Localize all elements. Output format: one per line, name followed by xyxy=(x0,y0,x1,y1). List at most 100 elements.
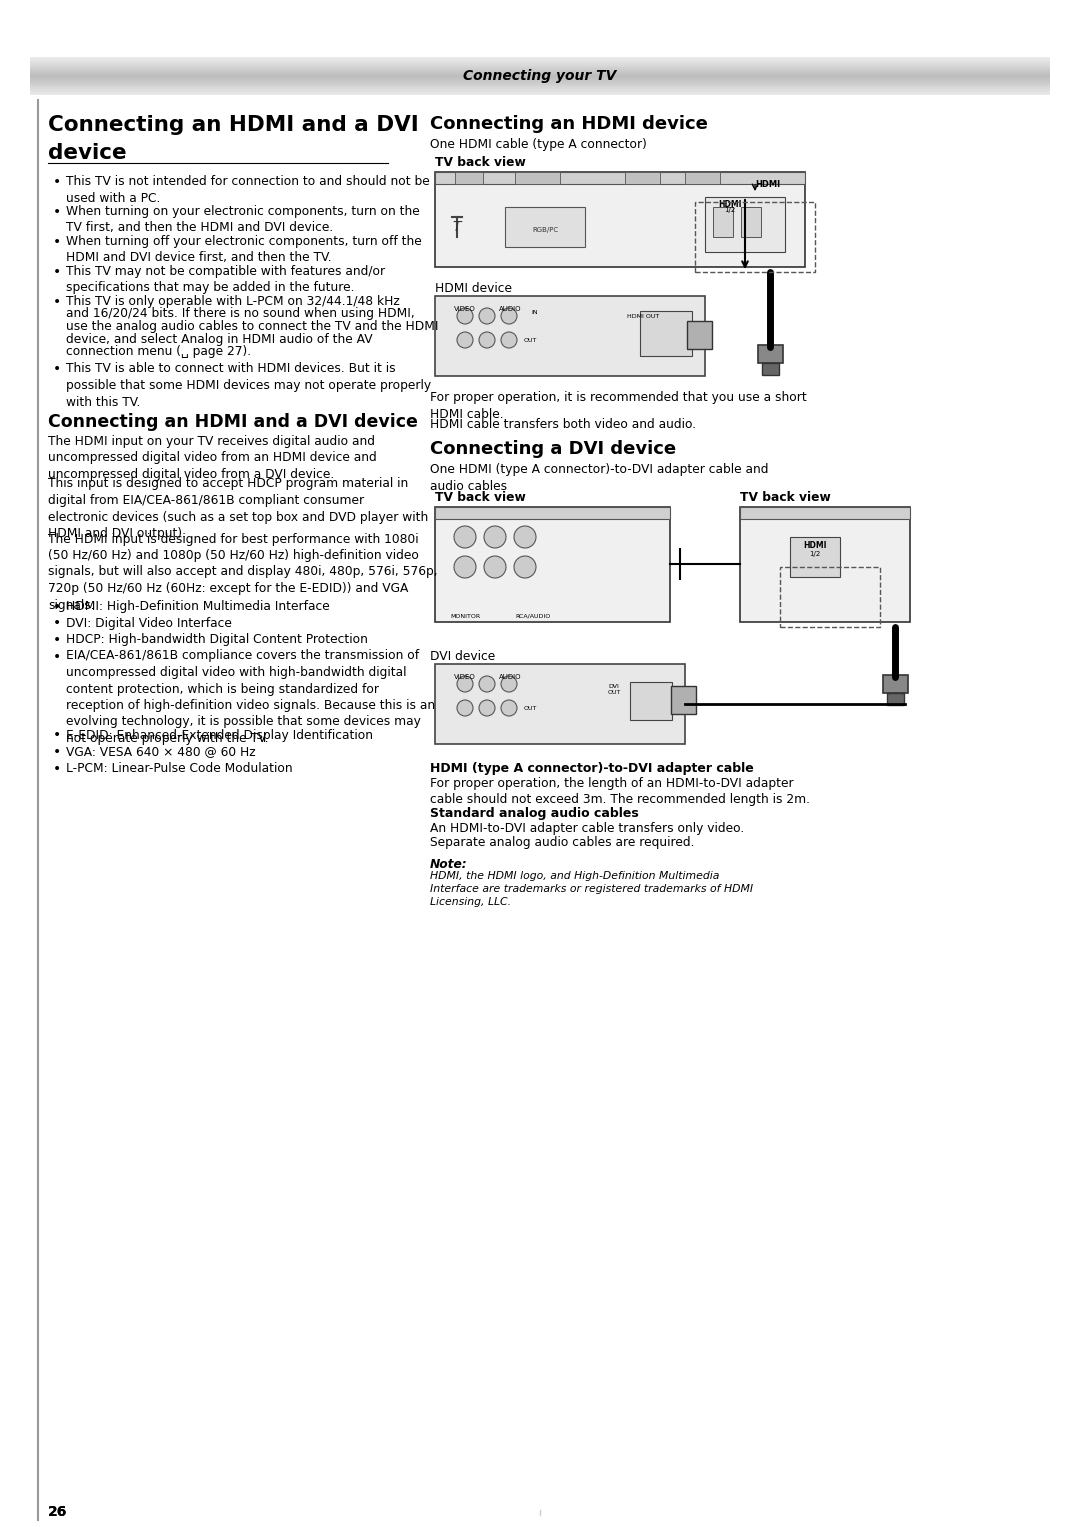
Text: •: • xyxy=(53,362,62,377)
Bar xyxy=(887,693,904,705)
Text: The HDMI input is designed for best performance with 1080i
(50 Hz/60 Hz) and 108: The HDMI input is designed for best perf… xyxy=(48,533,437,611)
Text: TV back view: TV back view xyxy=(740,492,831,504)
Bar xyxy=(515,173,561,183)
Bar xyxy=(687,321,712,350)
Text: For proper operation, the length of an HDMI-to-DVI adapter
cable should not exce: For proper operation, the length of an H… xyxy=(430,777,810,806)
Text: 26: 26 xyxy=(48,1506,67,1519)
Bar xyxy=(696,202,815,272)
Text: Note:: Note: xyxy=(430,858,468,870)
Text: HDCP: High-bandwidth Digital Content Protection: HDCP: High-bandwidth Digital Content Pro… xyxy=(66,634,368,646)
Circle shape xyxy=(480,676,495,692)
Text: The HDMI input on your TV receives digital audio and
uncompressed digital video : The HDMI input on your TV receives digit… xyxy=(48,435,377,481)
Text: 26: 26 xyxy=(48,1506,67,1519)
Text: •: • xyxy=(53,762,62,776)
Text: •: • xyxy=(53,745,62,759)
Bar xyxy=(741,208,761,237)
Text: L-PCM: Linear-Pulse Code Modulation: L-PCM: Linear-Pulse Code Modulation xyxy=(66,762,293,774)
Text: This TV is not intended for connection to and should not be
used with a PC.: This TV is not intended for connection t… xyxy=(66,176,430,205)
Bar xyxy=(780,567,880,628)
Text: HDMI cable transfers both video and audio.: HDMI cable transfers both video and audi… xyxy=(430,418,697,431)
Bar xyxy=(435,296,705,376)
Text: device, and select Analog in HDMI audio of the AV: device, and select Analog in HDMI audio … xyxy=(66,333,373,345)
Text: When turning off your electronic components, turn off the
HDMI and DVI device fi: When turning off your electronic compone… xyxy=(66,235,422,264)
Text: •: • xyxy=(53,728,62,742)
Text: •: • xyxy=(53,235,62,249)
Text: RGB/PC: RGB/PC xyxy=(532,228,558,234)
Text: •: • xyxy=(53,600,62,614)
Text: use the analog audio cables to connect the TV and the HDMI: use the analog audio cables to connect t… xyxy=(66,321,438,333)
Bar xyxy=(435,507,670,621)
Circle shape xyxy=(480,699,495,716)
Text: TV back view: TV back view xyxy=(435,156,526,169)
Text: •: • xyxy=(53,295,62,308)
Text: HDMI: HDMI xyxy=(718,200,742,209)
Bar xyxy=(505,208,585,247)
Bar xyxy=(762,363,779,376)
Circle shape xyxy=(457,331,473,348)
Text: •: • xyxy=(53,266,62,279)
Text: OUT: OUT xyxy=(524,337,537,344)
Text: OUT: OUT xyxy=(524,705,537,712)
Text: Separate analog audio cables are required.: Separate analog audio cables are require… xyxy=(430,835,694,849)
Text: •: • xyxy=(53,634,62,647)
Circle shape xyxy=(454,525,476,548)
Text: DVI
OUT: DVI OUT xyxy=(608,684,621,695)
Bar xyxy=(740,507,910,519)
Text: HDMI device: HDMI device xyxy=(435,282,512,295)
Text: Connecting an HDMI device: Connecting an HDMI device xyxy=(430,115,707,133)
Circle shape xyxy=(514,556,536,579)
Bar xyxy=(455,173,483,183)
Text: MONITOR: MONITOR xyxy=(450,614,481,618)
Text: DVI: Digital Video Interface: DVI: Digital Video Interface xyxy=(66,617,232,629)
Text: When turning on your electronic components, turn on the
TV first, and then the H: When turning on your electronic componen… xyxy=(66,205,420,235)
Text: HDMI (type A connector)-to-DVI adapter cable: HDMI (type A connector)-to-DVI adapter c… xyxy=(430,762,754,776)
Text: This input is designed to accept HDCP program material in
digital from EIA/CEA-8: This input is designed to accept HDCP pr… xyxy=(48,478,429,541)
Circle shape xyxy=(457,308,473,324)
Text: VIDEO: VIDEO xyxy=(454,673,476,680)
Text: RCA/AUDIO: RCA/AUDIO xyxy=(515,614,550,618)
Text: TV back view: TV back view xyxy=(435,492,526,504)
Text: DVI device: DVI device xyxy=(430,651,496,663)
Text: HDMI: HDMI xyxy=(804,541,827,550)
Text: Connecting an HDMI and a DVI device: Connecting an HDMI and a DVI device xyxy=(48,412,418,431)
Text: •: • xyxy=(53,617,62,631)
Text: HDMI OUT: HDMI OUT xyxy=(627,315,659,319)
Text: Standard analog audio cables: Standard analog audio cables xyxy=(430,806,638,820)
Bar xyxy=(640,312,692,356)
Bar xyxy=(630,683,672,721)
Text: VGA: VESA 640 × 480 @ 60 Hz: VGA: VESA 640 × 480 @ 60 Hz xyxy=(66,745,256,757)
Text: connection menu (␣ page 27).: connection menu (␣ page 27). xyxy=(66,345,252,357)
Text: device: device xyxy=(48,144,126,163)
Text: E-EDID: Enhanced-Extended Display Identification: E-EDID: Enhanced-Extended Display Identi… xyxy=(66,728,373,742)
Text: Connecting an HDMI and a DVI: Connecting an HDMI and a DVI xyxy=(48,115,419,134)
Text: T: T xyxy=(453,220,461,234)
Bar xyxy=(435,664,685,744)
Circle shape xyxy=(501,331,517,348)
Text: HDMI, the HDMI logo, and High-Definition Multimedia
Interface are trademarks or : HDMI, the HDMI logo, and High-Definition… xyxy=(430,870,753,907)
Bar xyxy=(740,507,910,621)
Bar xyxy=(625,173,660,183)
Text: VIDEO: VIDEO xyxy=(454,305,476,312)
Circle shape xyxy=(454,556,476,579)
Text: This TV is able to connect with HDMI devices. But it is
possible that some HDMI : This TV is able to connect with HDMI dev… xyxy=(66,362,431,409)
Circle shape xyxy=(501,699,517,716)
Text: 1/2: 1/2 xyxy=(725,208,735,212)
Bar xyxy=(435,173,805,267)
Text: One HDMI (type A connector)-to-DVI adapter cable and
audio cables: One HDMI (type A connector)-to-DVI adapt… xyxy=(430,463,769,493)
Bar xyxy=(789,538,840,577)
Text: AUDIO: AUDIO xyxy=(499,673,522,680)
Circle shape xyxy=(501,676,517,692)
Text: 1/2: 1/2 xyxy=(809,551,821,557)
Bar xyxy=(435,173,805,183)
Circle shape xyxy=(480,308,495,324)
Circle shape xyxy=(457,676,473,692)
Circle shape xyxy=(484,525,507,548)
Circle shape xyxy=(484,556,507,579)
Text: This TV may not be compatible with features and/or
specifications that may be ad: This TV may not be compatible with featu… xyxy=(66,266,386,295)
Text: Connecting a DVI device: Connecting a DVI device xyxy=(430,440,676,458)
Text: For proper operation, it is recommended that you use a short
HDMI cable.: For proper operation, it is recommended … xyxy=(430,391,807,420)
Text: •: • xyxy=(53,649,62,664)
Text: and 16/20/24 bits. If there is no sound when using HDMI,: and 16/20/24 bits. If there is no sound … xyxy=(66,307,415,321)
Text: Connecting your TV: Connecting your TV xyxy=(463,69,617,82)
Circle shape xyxy=(514,525,536,548)
